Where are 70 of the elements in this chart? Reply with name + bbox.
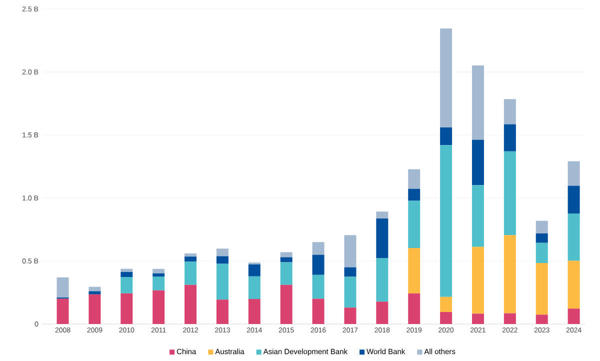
bar (312, 274, 324, 299)
bar (472, 246, 484, 314)
bar (152, 273, 165, 276)
bar (312, 298, 324, 324)
bar (504, 235, 516, 314)
bar (120, 276, 133, 294)
bar (280, 284, 292, 324)
bar (440, 296, 452, 312)
bar (504, 99, 516, 124)
bar (216, 248, 228, 256)
bar (536, 314, 548, 324)
bar (88, 286, 101, 292)
bar (344, 267, 356, 277)
bar (152, 268, 165, 274)
bar (408, 200, 420, 248)
bar (472, 314, 484, 324)
bar (472, 140, 484, 186)
bar (344, 276, 356, 308)
bar (56, 277, 69, 298)
bar (248, 276, 260, 300)
bar (536, 263, 548, 315)
bar (568, 161, 580, 186)
bar (312, 254, 324, 275)
bar (184, 253, 197, 257)
bar (152, 290, 165, 324)
bar (376, 258, 388, 302)
bar (280, 257, 292, 262)
bar (440, 127, 452, 146)
bar (184, 284, 197, 324)
bar (408, 169, 420, 189)
bar (568, 308, 580, 324)
bar (536, 233, 548, 243)
bar (120, 293, 133, 324)
bar (248, 264, 260, 276)
bar (120, 268, 133, 272)
bar (440, 28, 452, 128)
bar (408, 188, 420, 201)
bar (472, 185, 484, 247)
bar (376, 218, 388, 258)
bar (88, 291, 101, 294)
bar (568, 186, 580, 214)
bar (376, 302, 388, 324)
bar (280, 262, 292, 285)
bar (56, 298, 69, 324)
bar (568, 213, 580, 261)
bar (312, 242, 324, 255)
bar (376, 212, 388, 219)
bar (184, 256, 197, 262)
bar (344, 308, 356, 324)
bar (408, 293, 420, 324)
bar (568, 260, 580, 309)
bar (472, 65, 484, 140)
bar (440, 312, 452, 324)
bar (408, 248, 420, 294)
bar (216, 264, 228, 300)
bar (504, 151, 516, 236)
bar (152, 276, 165, 290)
bar (88, 294, 101, 324)
bar (504, 124, 516, 152)
bar (216, 256, 228, 264)
bar (344, 235, 356, 268)
bar (184, 262, 197, 285)
bar (536, 242, 548, 264)
bar (248, 299, 260, 324)
bar (216, 300, 228, 324)
bar (504, 313, 516, 324)
bar (440, 145, 452, 297)
bar (120, 272, 133, 277)
bar (280, 252, 292, 258)
bar (536, 220, 548, 234)
